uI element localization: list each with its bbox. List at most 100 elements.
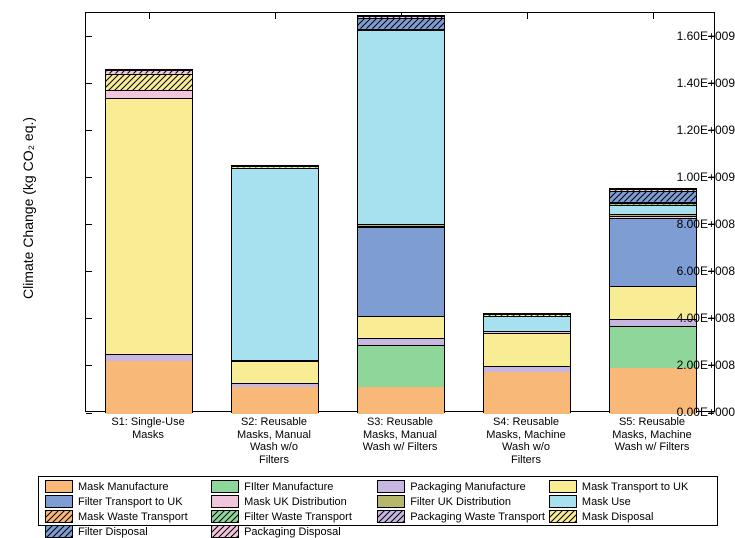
x-tick-label: S1: Single-UseMasks (88, 416, 208, 441)
legend-label: Mask Use (582, 496, 631, 508)
legend-label: Filter Waste Transport (244, 511, 352, 523)
legend-swatch (377, 495, 405, 508)
bar-segment (610, 203, 696, 204)
climate-change-stacked-bar-chart: Climate Change (kg CO₂ eq.) Mask Manufac… (0, 0, 735, 530)
bar-segment (610, 214, 696, 215)
bar (231, 165, 319, 413)
bar-segment (358, 29, 444, 30)
y-tick-mark (86, 130, 92, 131)
bar-segment (106, 70, 192, 74)
legend-swatch (549, 480, 577, 493)
legend-swatch (377, 510, 405, 523)
x-tick-mark (527, 13, 528, 19)
y-tick-label: 8.00E+008 (658, 217, 735, 231)
y-tick-label: 6.00E+008 (658, 264, 735, 278)
legend-label: Filter Transport to UK (78, 496, 183, 508)
bar-segment (610, 191, 696, 202)
legend-swatch (211, 480, 239, 493)
y-tick-mark (86, 224, 92, 225)
legend-label: FIlter Manufacture (244, 481, 333, 493)
legend-swatch (45, 480, 73, 493)
bar-segment (358, 16, 444, 18)
legend-label: Filter UK Distribution (410, 496, 511, 508)
x-tick-label: S3: ReusableMasks, ManualWash w/ Filters (340, 416, 460, 454)
plot-area (85, 12, 715, 412)
bar-segment (106, 74, 192, 90)
bar-segment (232, 168, 318, 360)
bar (105, 69, 193, 413)
legend-swatch (549, 510, 577, 523)
legend-item: Mask Waste Transport (45, 510, 207, 523)
legend-swatch (549, 495, 577, 508)
legend-swatch (211, 525, 239, 538)
bar-segment (232, 166, 318, 167)
y-axis-label: Climate Change (kg CO₂ eq.) (20, 108, 36, 308)
y-tick-label: 2.00E+008 (658, 358, 735, 372)
bar-segment (358, 227, 444, 316)
y-tick-mark (86, 318, 92, 319)
bar-segment (106, 354, 192, 361)
legend-item: Filter Disposal (45, 525, 207, 538)
legend-label: Packaging Waste Transport (410, 511, 545, 523)
legend-item: FIlter Manufacture (211, 480, 373, 493)
y-tick-mark (86, 271, 92, 272)
y-tick-label: 1.20E+009 (658, 123, 735, 137)
bar-segment (358, 224, 444, 225)
legend-label: Filter Disposal (78, 526, 148, 538)
bar-segment (610, 202, 696, 204)
legend-label: Mask Transport to UK (582, 481, 688, 493)
y-tick-label: 1.00E+009 (658, 170, 735, 184)
bar-segment (610, 189, 696, 191)
bar-segment (484, 366, 570, 372)
bar-segment (358, 338, 444, 345)
bar-segment (358, 226, 444, 227)
y-tick-label: 1.40E+009 (658, 76, 735, 90)
legend-item: Mask Use (549, 495, 711, 508)
y-tick-mark (86, 177, 92, 178)
bar-segment (106, 361, 192, 414)
y-tick-mark (86, 413, 92, 414)
legend-item: Packaging Disposal (211, 525, 373, 538)
legend-item: Mask Transport to UK (549, 480, 711, 493)
bar (357, 15, 445, 413)
legend-item: Mask Manufacture (45, 480, 207, 493)
legend-item: Filter Waste Transport (211, 510, 373, 523)
x-tick-label: S2: ReusableMasks, ManualWash w/oFilters (214, 416, 334, 467)
legend-swatch (45, 495, 73, 508)
bar-segment (484, 314, 570, 316)
bar-segment (232, 360, 318, 361)
legend-item: Mask Disposal (549, 510, 711, 523)
bar-segment (358, 30, 444, 224)
x-tick-label: S5: ReusableMasks, MachineWash w/ Filter… (592, 416, 712, 454)
legend-item: Mask UK Distribution (211, 495, 373, 508)
legend-label: Mask Manufacture (78, 481, 168, 493)
legend-label: Packaging Manufacture (410, 481, 526, 493)
legend-swatch (211, 495, 239, 508)
bar-segment (358, 316, 444, 337)
legend-label: Packaging Disposal (244, 526, 341, 538)
bar (483, 313, 571, 413)
y-tick-mark (86, 365, 92, 366)
y-tick-label: 1.60E+009 (658, 29, 735, 43)
bar-segment (610, 205, 696, 214)
legend-label: Mask Disposal (582, 511, 654, 523)
bar-segment (358, 345, 444, 387)
bar-segment (358, 18, 444, 29)
legend-label: Mask UK Distribution (244, 496, 347, 508)
legend-item: Filter Transport to UK (45, 495, 207, 508)
bar-segment (106, 98, 192, 354)
legend-swatch (377, 480, 405, 493)
bar-segment (232, 383, 318, 387)
legend-item: Packaging Manufacture (377, 480, 545, 493)
bar-segment (106, 90, 192, 97)
y-tick-label: 4.00E+008 (658, 311, 735, 325)
legend-swatch (45, 525, 73, 538)
y-tick-mark (86, 83, 92, 84)
x-tick-mark (275, 13, 276, 19)
x-tick-label: S4: ReusableMasks, MachineWash w/oFilter… (466, 416, 586, 467)
bar-segment (484, 316, 570, 331)
bar-segment (232, 361, 318, 383)
bar-segment (484, 333, 570, 366)
legend-item: Filter UK Distribution (377, 495, 545, 508)
bar-segment (484, 372, 570, 414)
